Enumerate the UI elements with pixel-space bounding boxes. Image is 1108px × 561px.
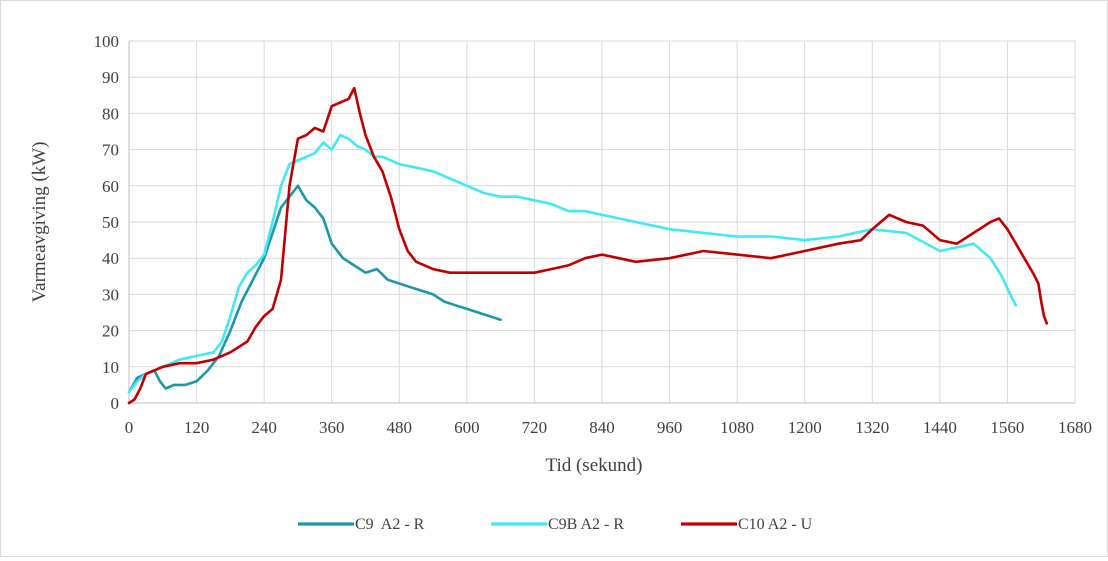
x-tick-label: 1320: [855, 418, 889, 437]
series-lines: [127, 86, 1049, 405]
y-tick-label: 90: [102, 68, 119, 87]
y-tick-label: 70: [102, 141, 119, 160]
y-tick-label: 40: [102, 249, 119, 268]
y-tick-label: 60: [102, 177, 119, 196]
series-line-3: [127, 86, 1049, 405]
y-axis-title: Varmeavgiving (kW): [29, 142, 50, 303]
x-tick-label: 720: [522, 418, 548, 437]
x-tick-label: 1680: [1058, 418, 1092, 437]
x-tick-label: 0: [125, 418, 134, 437]
series-line-2: [127, 133, 1018, 394]
legend-label-1: C9 A2 - R: [355, 516, 425, 533]
legend-label-3: C10 A2 - U: [738, 516, 813, 533]
legend-label-2: C9B A2 - R: [548, 516, 624, 533]
axes: [128, 41, 1075, 404]
y-tick-label: 50: [102, 213, 119, 232]
y-tick-label: 30: [102, 285, 119, 304]
tick-labels: 0 10 20 30 40 50 60 70 80 90 100 0 120 240 360 480 600 72…: [94, 32, 1093, 437]
y-tick-label: 20: [102, 322, 119, 341]
legend: C9 A2 - R C9B A2 - R C10 A2 - U: [298, 516, 813, 533]
x-tick-label: 960: [657, 418, 683, 437]
grid-lines: [129, 40, 1076, 403]
x-tick-label: 360: [319, 418, 345, 437]
y-tick-label: 10: [102, 358, 119, 377]
x-tick-label: 600: [454, 418, 480, 437]
x-tick-label: 1440: [923, 418, 957, 437]
y-tick-label: 100: [94, 32, 120, 51]
x-tick-label: 240: [251, 418, 277, 437]
x-tick-label: 480: [387, 418, 413, 437]
x-tick-label: 1200: [788, 418, 822, 437]
y-tick-label: 80: [102, 104, 119, 123]
x-axis-title: Tid (sekund): [546, 455, 643, 476]
series-line-1: [127, 184, 502, 394]
x-tick-label: 840: [589, 418, 615, 437]
x-tick-label: 1080: [720, 418, 754, 437]
x-tick-label: 1560: [990, 418, 1024, 437]
y-tick-label: 0: [111, 394, 120, 413]
x-tick-label: 120: [184, 418, 210, 437]
